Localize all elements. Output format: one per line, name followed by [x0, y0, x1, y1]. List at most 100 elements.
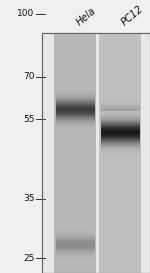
Bar [56, 94, 94, 95]
Bar [100, 116, 140, 117]
Bar [56, 247, 94, 248]
Bar [100, 145, 140, 146]
Bar [100, 120, 140, 121]
Bar [100, 101, 140, 102]
Bar [56, 96, 94, 97]
Bar [99, 33, 141, 273]
Text: PC12: PC12 [120, 4, 146, 27]
Bar [100, 149, 140, 150]
Bar [100, 115, 140, 116]
Bar [56, 242, 94, 243]
Bar [56, 235, 94, 236]
Bar [56, 121, 94, 122]
Bar [100, 133, 140, 134]
Bar [56, 110, 94, 111]
Bar [100, 106, 140, 107]
Bar [56, 92, 94, 93]
Bar [100, 141, 140, 142]
Bar [100, 107, 140, 108]
Bar [100, 114, 140, 115]
Bar [56, 126, 94, 127]
Bar [100, 114, 140, 115]
Bar [100, 112, 140, 113]
Bar [56, 240, 94, 241]
Bar [100, 150, 140, 151]
Bar [100, 130, 140, 131]
Bar [56, 107, 94, 108]
Bar [56, 245, 94, 246]
Bar [100, 125, 140, 126]
Bar [100, 128, 140, 129]
Bar [100, 122, 140, 123]
Bar [100, 117, 140, 118]
Bar [56, 90, 94, 91]
Bar [100, 132, 140, 133]
Bar [100, 141, 140, 142]
Bar [56, 232, 94, 233]
Bar [100, 115, 140, 116]
Bar [56, 248, 94, 249]
Text: 55: 55 [23, 115, 34, 124]
Bar [56, 237, 94, 238]
Bar [56, 95, 94, 96]
Bar [56, 107, 94, 108]
Bar [100, 111, 140, 112]
Bar [56, 113, 94, 114]
Bar [56, 239, 94, 240]
Bar [100, 121, 140, 122]
Bar [100, 126, 140, 127]
Bar [56, 117, 94, 118]
Bar [100, 113, 140, 114]
Bar [100, 136, 140, 137]
Bar [100, 118, 140, 119]
Bar [56, 117, 94, 118]
Bar [100, 111, 140, 112]
Bar [56, 243, 94, 244]
Bar [56, 106, 94, 107]
Bar [56, 250, 94, 251]
Bar [56, 91, 94, 92]
Bar [100, 113, 140, 114]
Bar [56, 249, 94, 250]
Bar [56, 258, 94, 259]
Bar [56, 115, 94, 116]
Bar [56, 251, 94, 252]
Bar [56, 122, 94, 123]
Bar [56, 105, 94, 106]
Bar [56, 127, 94, 128]
Bar [56, 98, 94, 99]
Bar [56, 253, 94, 254]
Bar [100, 121, 140, 122]
Bar [100, 125, 140, 126]
Bar [100, 126, 140, 127]
Bar [56, 111, 94, 112]
Bar [100, 134, 140, 135]
Text: 25: 25 [23, 254, 34, 263]
Bar [100, 137, 140, 138]
Bar [42, 33, 150, 273]
Bar [100, 142, 140, 143]
Bar [56, 255, 94, 256]
Bar [56, 112, 94, 113]
Bar [56, 247, 94, 248]
Bar [100, 138, 140, 139]
Bar [100, 117, 140, 118]
Bar [56, 258, 94, 259]
Text: 35: 35 [23, 194, 34, 203]
Bar [56, 128, 94, 129]
Bar [56, 246, 94, 247]
Bar [56, 106, 94, 107]
Bar [56, 254, 94, 255]
Bar [100, 120, 140, 121]
Bar [100, 121, 140, 122]
Bar [100, 153, 140, 154]
Bar [56, 97, 94, 98]
Bar [56, 105, 94, 106]
Bar [100, 130, 140, 131]
Bar [100, 139, 140, 140]
Bar [56, 93, 94, 94]
Bar [56, 119, 94, 120]
Bar [56, 121, 94, 122]
Bar [56, 91, 94, 92]
Bar [100, 108, 140, 109]
